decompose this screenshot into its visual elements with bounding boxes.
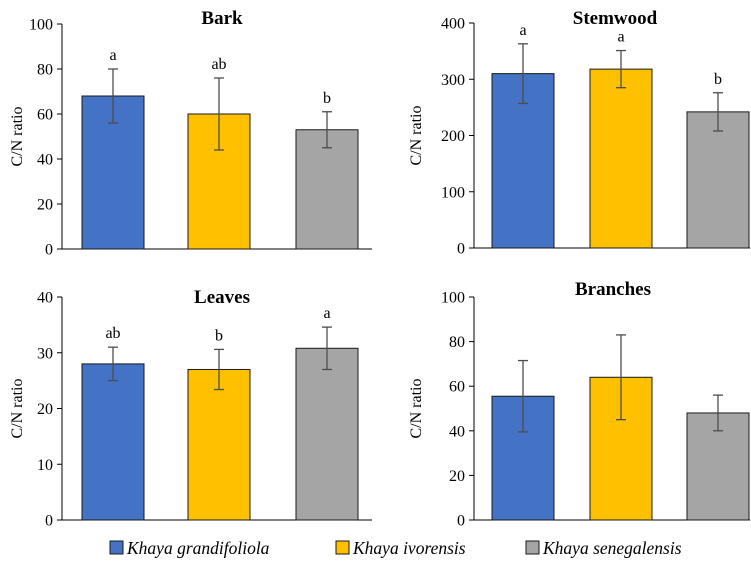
bark-significance-letter: a	[109, 47, 116, 64]
legend-swatch	[109, 540, 124, 555]
bark-error-bar	[214, 77, 224, 151]
legend: Khaya grandifoliola Khaya ivorensis Khaya …	[109, 538, 682, 558]
bark-y-tick-label: 100	[29, 17, 53, 34]
leaves-y-tick-label: 10	[37, 457, 53, 474]
bark-y-tick-label: 60	[37, 107, 53, 124]
stemwood-y-tick-label: 100	[441, 184, 465, 201]
branches-error-bar	[616, 334, 626, 421]
bark-bar-khaya-senegalensis	[295, 129, 359, 250]
legend-swatch	[525, 540, 540, 555]
legend-label: Khaya ivorensis	[352, 538, 466, 558]
bark-error-bar	[322, 111, 332, 149]
stemwood-y-label: C/N ratio	[408, 106, 425, 166]
bark-y-tick-label: 40	[37, 152, 53, 169]
leaves-title: Leaves	[194, 287, 250, 308]
legend-item-khaya-ivorensis: Khaya ivorensis	[335, 538, 466, 558]
leaves-y-label: C/N ratio	[9, 379, 26, 439]
stemwood-y-tick-label: 400	[441, 16, 465, 33]
stemwood-error-bar	[713, 92, 723, 132]
panel-branches: Branches 0 20 40 60 80 100 C/N ratio	[408, 279, 750, 530]
leaves-error-bar	[322, 326, 332, 371]
stemwood-bar-khaya-senegalensis	[686, 111, 750, 249]
leaves-bar-khaya-senegalensis	[295, 347, 359, 521]
bark-y-tick-label: 20	[37, 197, 53, 214]
branches-y-tick-label: 80	[449, 334, 465, 351]
panel-stemwood: Stemwood 0 100 200 300 400 C/N ratio a a b	[408, 8, 750, 258]
bark-y-tick-label: 80	[37, 62, 53, 79]
stemwood-y-tick-label: 0	[457, 241, 465, 258]
leaves-bar-khaya-grandifoliola	[81, 363, 145, 521]
branches-title: Branches	[575, 279, 651, 300]
leaves-y-tick-label: 40	[37, 290, 53, 307]
bark-error-bar	[108, 68, 118, 124]
bark-y-tick-label: 0	[45, 242, 53, 259]
legend-item-khaya-senegalensis: Khaya senegalensis	[525, 538, 682, 558]
legend-label: Khaya senegalensis	[542, 538, 682, 558]
leaves-y-tick-label: 30	[37, 345, 53, 362]
stemwood-bar-khaya-ivorensis	[589, 68, 653, 249]
branches-y-tick-label: 60	[449, 379, 465, 396]
legend-swatch	[335, 540, 350, 555]
bark-y-label: C/N ratio	[9, 107, 26, 167]
stemwood-title: Stemwood	[573, 8, 658, 29]
bark-significance-letter: b	[323, 90, 331, 107]
branches-y-tick-label: 20	[449, 468, 465, 485]
leaves-significance-letter: b	[215, 327, 223, 344]
branches-y-tick-label: 40	[449, 423, 465, 440]
leaves-error-bar	[214, 348, 224, 391]
stemwood-y-tick-label: 200	[441, 128, 465, 145]
stemwood-y-tick-label: 300	[441, 72, 465, 89]
leaves-error-bar	[108, 346, 118, 382]
branches-y-tick-label: 0	[457, 513, 465, 530]
leaves-bar-khaya-ivorensis	[187, 368, 251, 521]
leaves-significance-letter: ab	[105, 325, 120, 342]
leaves-y-tick-label: 0	[45, 513, 53, 530]
branches-y-tick-label: 100	[441, 290, 465, 307]
stemwood-significance-letter: b	[714, 71, 722, 88]
branches-error-bar	[518, 359, 528, 433]
legend-item-khaya-grandifoliola: Khaya grandifoliola	[109, 538, 270, 558]
leaves-y-tick-label: 20	[37, 401, 53, 418]
branches-error-bar	[713, 394, 723, 432]
stemwood-error-bar	[616, 49, 626, 89]
panel-bark: Bark 0 20 40 60 80 100 C/N ratio a ab b	[9, 8, 372, 259]
bark-significance-letter: ab	[211, 56, 226, 73]
panel-leaves: Leaves 0 10 20 30 40 C/N ratio ab b a	[9, 287, 372, 530]
branches-y-label: C/N ratio	[408, 379, 425, 439]
stemwood-significance-letter: a	[519, 22, 526, 39]
stemwood-significance-letter: a	[617, 29, 624, 46]
legend-label: Khaya grandifoliola	[126, 538, 270, 558]
stemwood-error-bar	[518, 43, 528, 105]
leaves-significance-letter: a	[323, 305, 330, 322]
bark-title: Bark	[201, 8, 243, 29]
